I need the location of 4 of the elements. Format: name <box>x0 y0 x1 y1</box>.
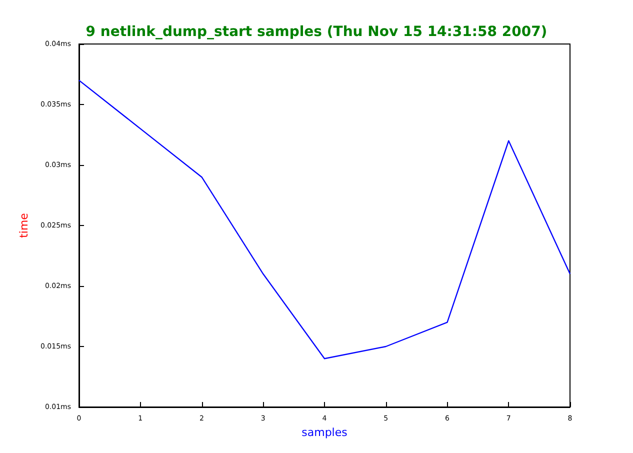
line-series <box>78 80 571 360</box>
y-axis-title: time <box>18 212 31 238</box>
chart-title: 9 netlink_dump_start samples (Thu Nov 15 14:31:58 2007) <box>86 24 548 40</box>
x-axis-title: samples <box>302 426 348 439</box>
